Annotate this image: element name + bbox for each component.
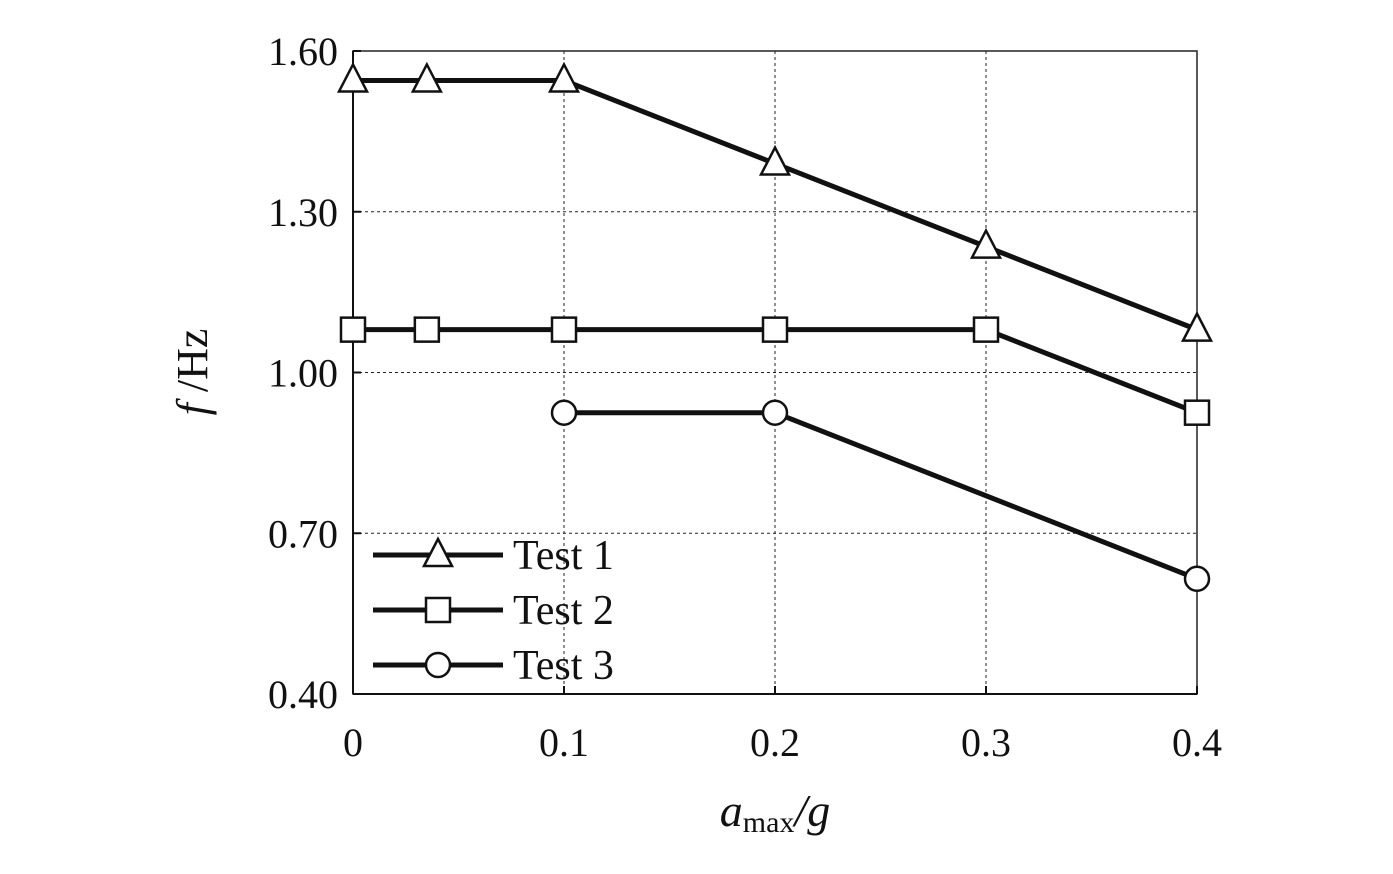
x-axis-title-sub: max [743, 806, 795, 839]
axis-ticks: 0 0.1 0.2 0.3 0.4 0.40 0.70 1.00 1.30 1.60 [268, 29, 1222, 765]
legend-label-3: Test 3 [513, 643, 614, 689]
series-1-point-5 [1180, 310, 1214, 342]
legend-marker-2 [424, 596, 452, 624]
legend-label-1: Test 1 [513, 533, 614, 579]
series-1-point-1 [410, 61, 443, 93]
legend-marker-1 [421, 536, 455, 568]
legend-label-2: Test 2 [513, 588, 614, 634]
grid-lines [353, 51, 1197, 694]
series-3 [550, 399, 1211, 593]
legend-marker-3 [424, 651, 452, 679]
x-tick-label-0: 0 [343, 720, 363, 765]
series-group [336, 61, 1214, 593]
series-1-line [353, 77, 1198, 332]
series-1-point-4 [969, 227, 1003, 259]
y-axis-title: f /Hz [168, 329, 217, 416]
x-tick-label-3: 0.3 [961, 720, 1011, 765]
series-3-point-2 [1183, 565, 1211, 593]
legend-item-1: Test 1 [373, 533, 614, 579]
series-1-point-0 [336, 61, 370, 93]
series-3-point-0 [550, 399, 578, 426]
series-2 [339, 316, 1211, 426]
y-tick-label-1: 0.70 [268, 511, 338, 556]
series-2-point-4 [972, 316, 1000, 343]
series-3-line [564, 410, 1198, 582]
x-tick-label-1: 0.1 [539, 720, 589, 765]
series-3-point-1 [761, 399, 789, 426]
y-tick-label-4: 1.60 [268, 29, 338, 74]
series-2-point-1 [413, 316, 441, 343]
y-tick-label-2: 1.00 [268, 351, 338, 396]
y-axis-title-rest: /Hz [168, 329, 217, 404]
legend: Test 1 Test 2 Test 3 [373, 533, 614, 689]
series-1-point-2 [547, 61, 581, 93]
y-tick-label-3: 1.30 [268, 190, 338, 235]
x-tick-label-2: 0.2 [750, 720, 800, 765]
series-1 [336, 61, 1214, 342]
series-2-point-3 [761, 316, 789, 343]
y-tick-label-0: 0.40 [268, 672, 338, 717]
x-axis-title: amax/g [720, 785, 830, 839]
legend-item-3: Test 3 [373, 643, 614, 689]
series-2-point-5 [1183, 399, 1211, 426]
x-axis-title-main: a [720, 785, 743, 836]
series-2-point-0 [339, 316, 367, 343]
x-tick-label-4: 0.4 [1172, 720, 1222, 765]
series-1-point-3 [758, 144, 792, 176]
series-2-point-2 [550, 316, 578, 343]
legend-item-2: Test 2 [373, 588, 614, 634]
x-axis-title-rest: /g [791, 785, 830, 836]
